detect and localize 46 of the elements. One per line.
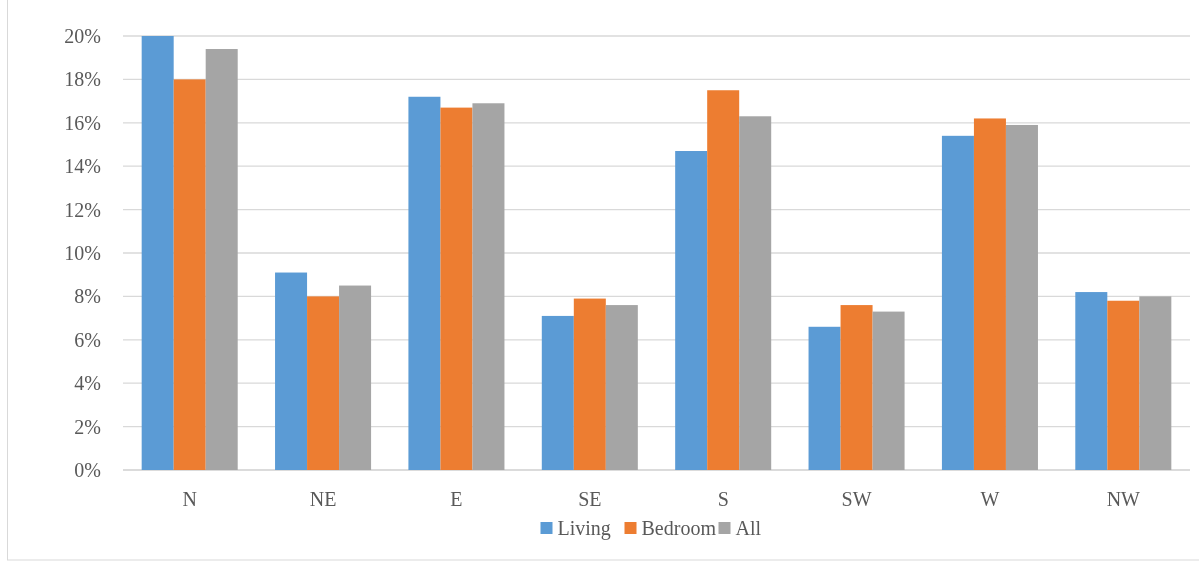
y-tick-label: 2%	[74, 415, 101, 438]
bar	[339, 285, 372, 470]
bar	[739, 116, 772, 470]
bar	[1005, 124, 1038, 470]
x-tick-label: SE	[578, 488, 602, 510]
bar	[941, 135, 974, 470]
y-tick-label: 12%	[64, 198, 101, 221]
bar	[840, 305, 873, 470]
bar	[541, 315, 574, 470]
bar	[808, 326, 841, 470]
bar	[1075, 292, 1108, 470]
legend-label: Bedroom	[641, 517, 717, 539]
bar	[1139, 296, 1172, 470]
x-tick-label: N	[182, 488, 197, 510]
y-tick-label: 14%	[64, 155, 101, 178]
bar	[707, 90, 740, 470]
x-tick-label: S	[717, 488, 729, 510]
bar	[1107, 300, 1140, 470]
bar	[440, 107, 473, 470]
bar	[675, 151, 708, 470]
bar	[605, 305, 638, 470]
x-tick-label: NE	[309, 488, 337, 510]
x-tick-label: SW	[841, 488, 872, 510]
bar	[472, 103, 505, 470]
y-tick-label: 16%	[64, 111, 101, 134]
bar	[275, 272, 308, 470]
bar	[408, 96, 441, 470]
bar	[872, 311, 905, 470]
bar	[205, 49, 238, 470]
x-tick-label: W	[980, 488, 1000, 510]
legend-label: All	[735, 517, 762, 539]
x-tick-label: NW	[1106, 488, 1141, 510]
bar	[307, 296, 340, 470]
bar	[173, 79, 206, 470]
bar	[573, 298, 606, 470]
bar	[141, 36, 174, 470]
y-tick-label: 8%	[74, 285, 101, 308]
y-tick-label: 18%	[64, 68, 101, 91]
bar	[973, 118, 1006, 470]
y-tick-label: 0%	[74, 459, 101, 481]
y-tick-label: 4%	[74, 372, 101, 395]
y-tick-label: 6%	[74, 328, 101, 351]
legend-label: Living	[557, 517, 611, 540]
y-tick-label: 10%	[64, 242, 101, 264]
y-tick-label: 20%	[64, 25, 101, 47]
x-tick-label: E	[450, 488, 463, 510]
